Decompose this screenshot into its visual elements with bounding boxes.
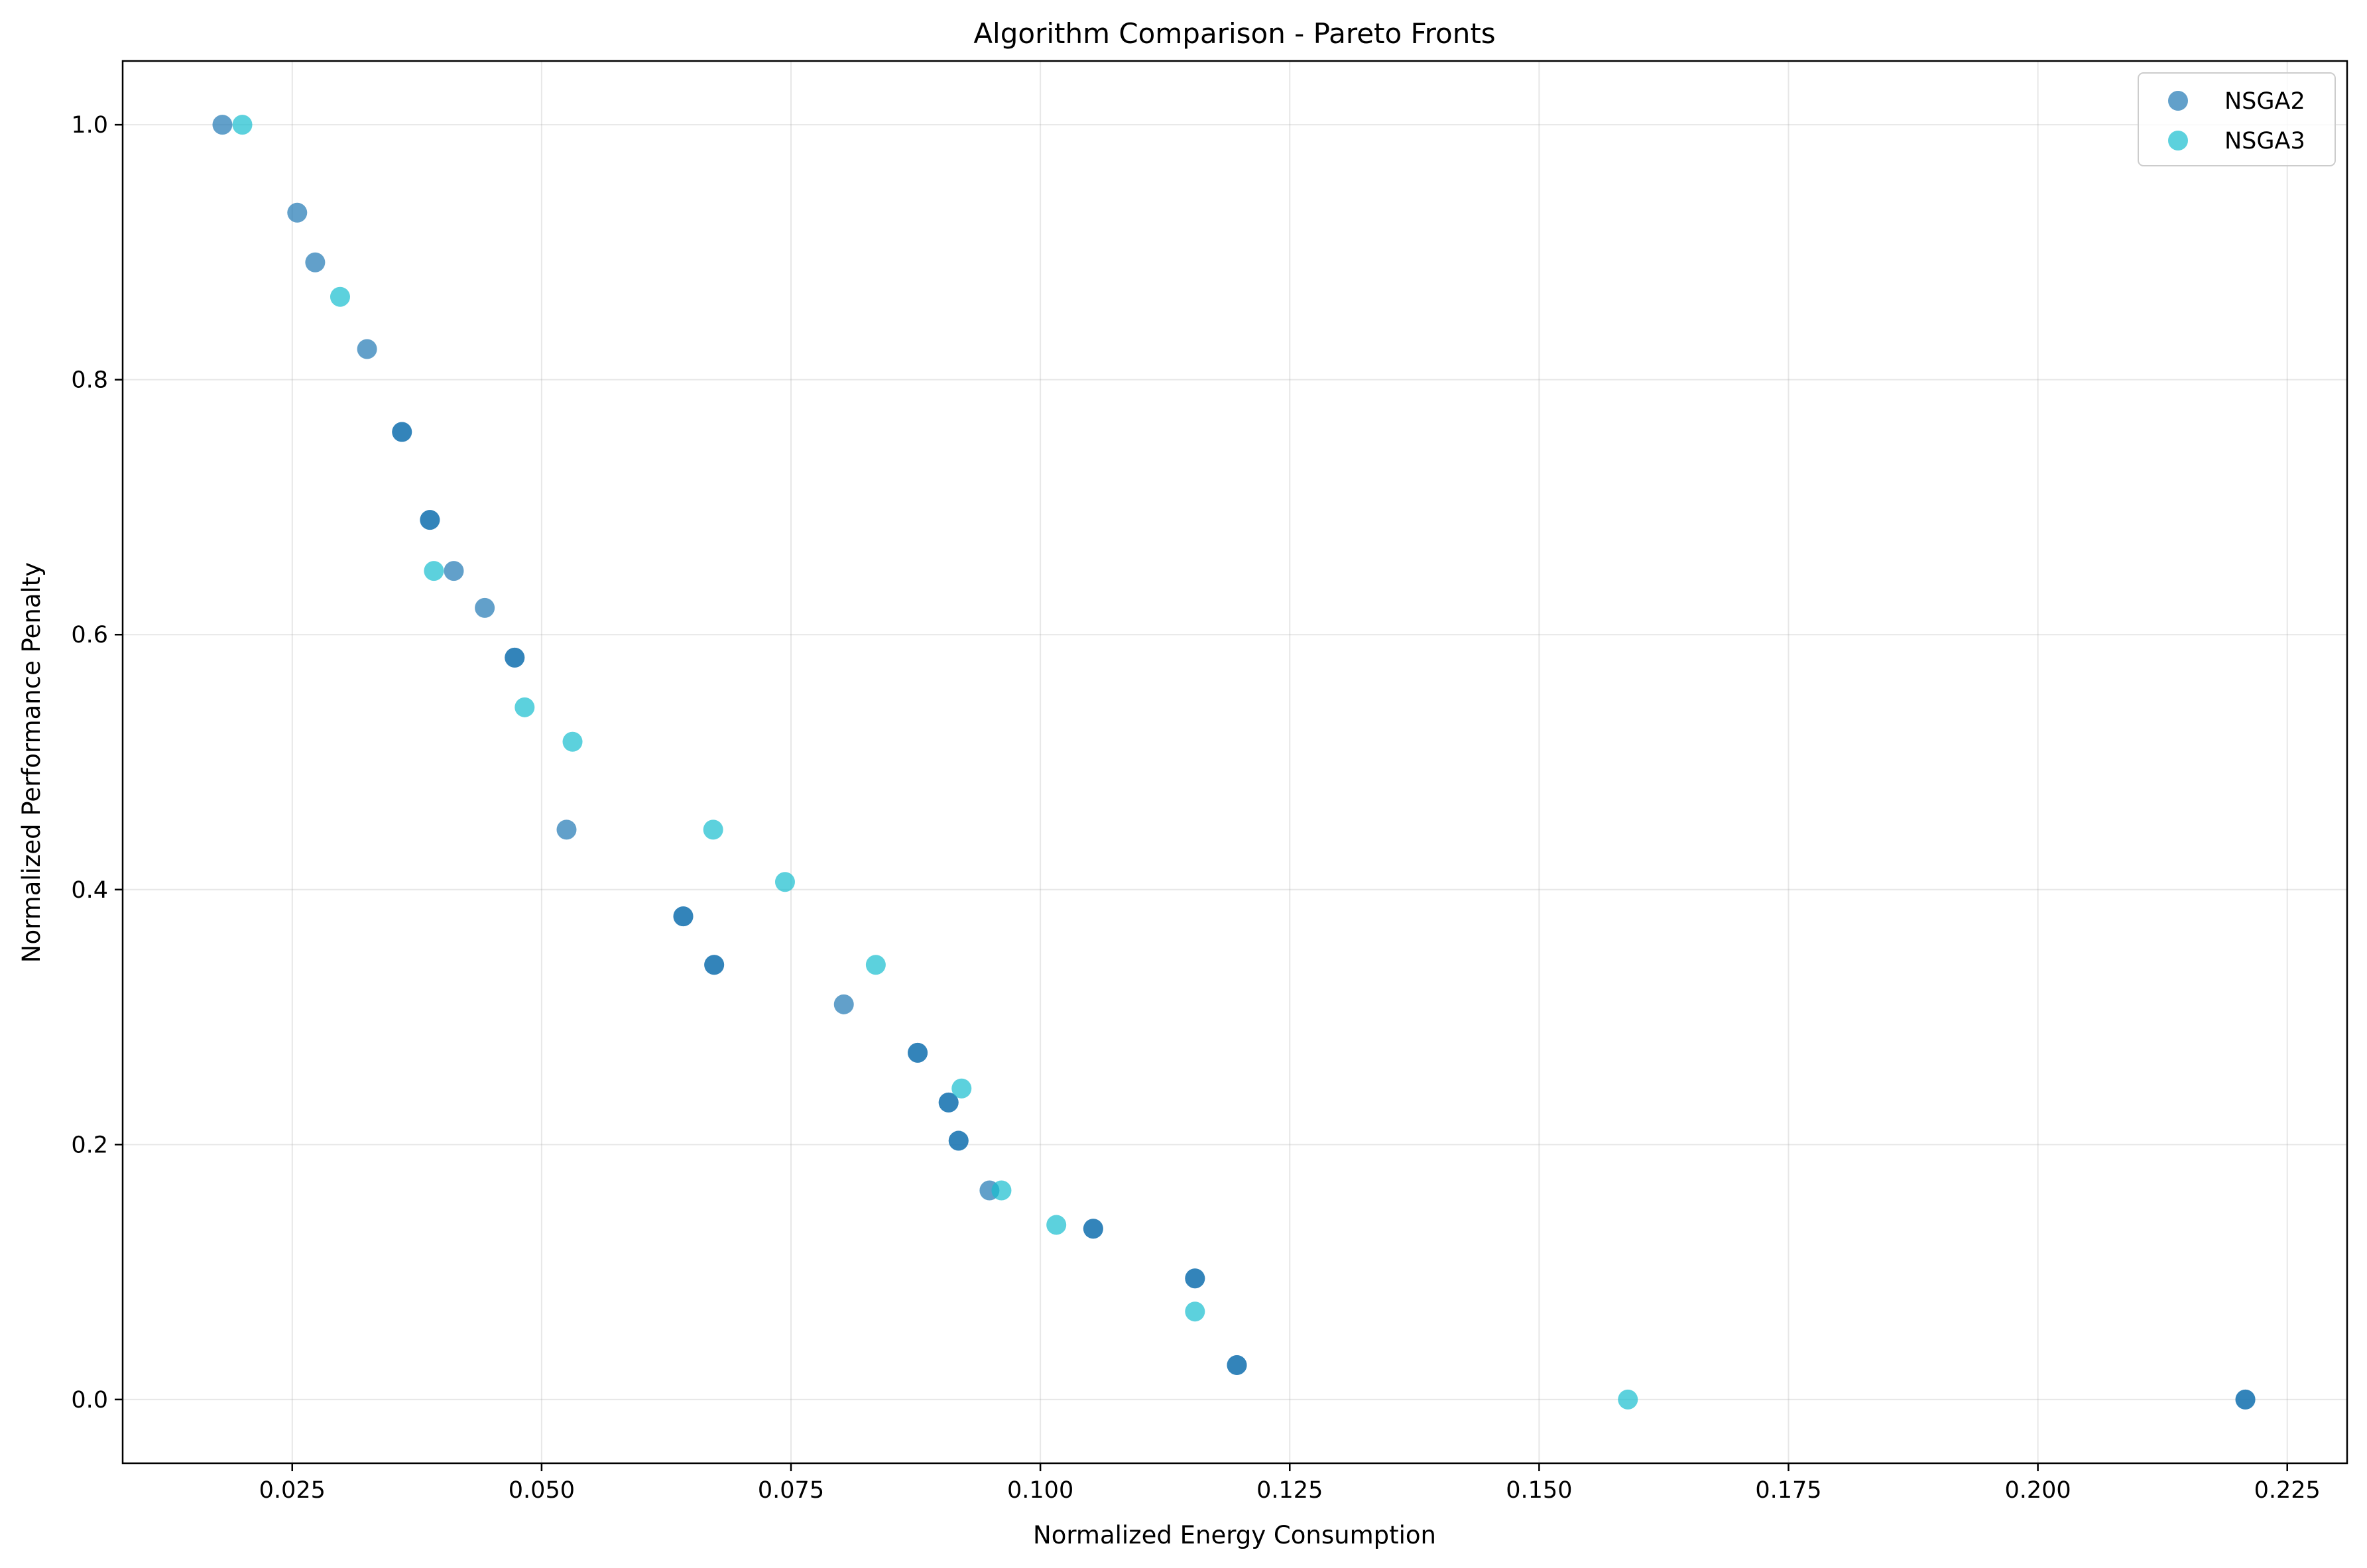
legend-marker-nsga3	[2168, 131, 2188, 151]
data-point-nsga2	[444, 561, 464, 581]
data-point-nsga3	[424, 561, 444, 581]
data-point-nsga3	[330, 286, 350, 307]
legend-label-nsga3: NSGA3	[2224, 128, 2305, 154]
data-point-nsga3	[703, 819, 723, 840]
legend-marker-nsga2	[2168, 91, 2188, 111]
y-tick-label: 0.2	[71, 1132, 108, 1158]
y-tick-label: 1.0	[71, 112, 108, 139]
y-tick-label: 0.0	[71, 1387, 108, 1414]
data-point-nsga3	[515, 697, 535, 717]
x-axis-ticks: 0.025 0.050 0.075 0.100 0.125 0.150 0.175 0.200…	[259, 1463, 2321, 1504]
x-tick-label: 0.225	[2254, 1477, 2321, 1504]
data-point-nsga3	[1046, 1215, 1067, 1235]
x-tick-label: 0.100	[1007, 1477, 1073, 1504]
data-point-nsga3	[562, 731, 583, 752]
x-tick-label: 0.200	[2005, 1477, 2071, 1504]
y-tick-label: 0.6	[71, 622, 108, 648]
data-point-nsga2	[704, 955, 725, 975]
data-point-nsga3	[1185, 1301, 1205, 1322]
data-point-nsga3	[865, 955, 886, 975]
series-nsga3	[232, 115, 1638, 1410]
data-point-nsga2	[1083, 1219, 1103, 1239]
data-point-nsga2	[2235, 1389, 2256, 1410]
y-axis-label: Normalized Performance Penalty	[17, 562, 46, 963]
series-nsga2	[212, 115, 2256, 1410]
x-tick-label: 0.050	[509, 1477, 575, 1504]
plot-area	[123, 61, 2347, 1463]
x-tick-label: 0.125	[1256, 1477, 1323, 1504]
data-point-nsga2	[420, 510, 440, 530]
x-tick-label: 0.150	[1506, 1477, 1572, 1504]
data-point-nsga2	[938, 1092, 959, 1113]
legend-label-nsga2: NSGA2	[2224, 88, 2305, 115]
data-point-nsga2	[1227, 1355, 1247, 1375]
x-tick-label: 0.175	[1755, 1477, 1821, 1504]
data-point-nsga2	[556, 819, 577, 840]
data-point-nsga3	[951, 1078, 972, 1099]
legend: NSGA2 NSGA3	[2138, 72, 2336, 166]
data-point-nsga2	[908, 1042, 928, 1063]
data-point-nsga3	[774, 872, 795, 892]
data-point-nsga2	[505, 647, 525, 668]
data-point-nsga2	[287, 202, 308, 223]
data-point-nsga3	[232, 115, 253, 135]
x-axis-label: Normalized Energy Consumption	[1033, 1521, 1436, 1549]
data-point-nsga2	[212, 115, 233, 135]
data-point-nsga2	[475, 597, 495, 618]
data-point-nsga2	[392, 422, 412, 442]
y-gridlines	[123, 124, 2347, 1400]
x-tick-label: 0.075	[758, 1477, 824, 1504]
data-points	[212, 115, 2256, 1410]
chart-title: Algorithm Comparison - Pareto Fronts	[973, 17, 1495, 50]
data-point-nsga2	[357, 339, 377, 359]
data-point-nsga2	[305, 252, 326, 272]
data-point-nsga3	[991, 1180, 1012, 1201]
data-point-nsga2	[1185, 1268, 1205, 1289]
data-point-nsga2	[948, 1130, 969, 1151]
x-gridlines	[291, 61, 2288, 1463]
data-point-nsga2	[673, 906, 694, 927]
y-axis-ticks: 0.0 0.2 0.4 0.6 0.8 1.0	[71, 112, 123, 1414]
axes-frame	[121, 60, 2348, 1465]
data-point-nsga2	[833, 994, 854, 1014]
y-tick-label: 0.8	[71, 367, 108, 394]
x-tick-label: 0.025	[259, 1477, 326, 1504]
y-tick-label: 0.4	[71, 877, 108, 904]
data-point-nsga3	[1618, 1389, 1638, 1410]
